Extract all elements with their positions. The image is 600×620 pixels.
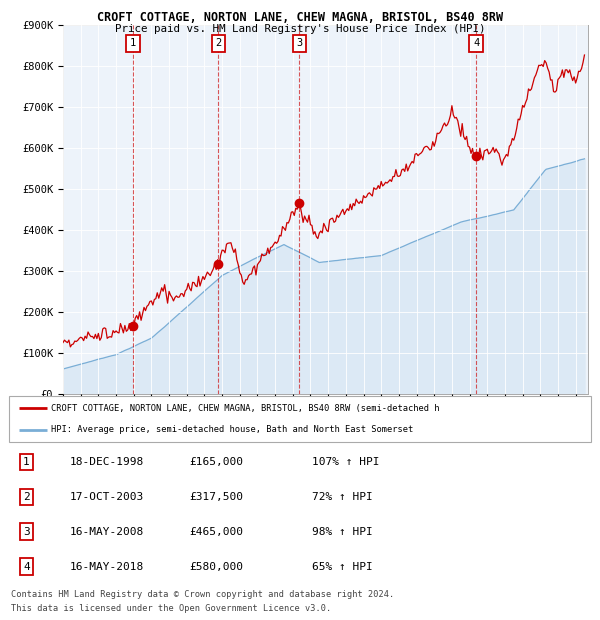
Text: 72% ↑ HPI: 72% ↑ HPI bbox=[311, 492, 373, 502]
FancyBboxPatch shape bbox=[9, 396, 591, 442]
Text: 1: 1 bbox=[130, 38, 136, 48]
Text: 4: 4 bbox=[473, 38, 479, 48]
Text: 18-DEC-1998: 18-DEC-1998 bbox=[70, 457, 145, 467]
Text: CROFT COTTAGE, NORTON LANE, CHEW MAGNA, BRISTOL, BS40 8RW (semi-detached h: CROFT COTTAGE, NORTON LANE, CHEW MAGNA, … bbox=[51, 404, 439, 413]
Text: £580,000: £580,000 bbox=[190, 562, 244, 572]
Text: 17-OCT-2003: 17-OCT-2003 bbox=[70, 492, 145, 502]
Text: Price paid vs. HM Land Registry's House Price Index (HPI): Price paid vs. HM Land Registry's House … bbox=[115, 24, 485, 33]
Text: 3: 3 bbox=[23, 527, 30, 537]
Text: 107% ↑ HPI: 107% ↑ HPI bbox=[311, 457, 379, 467]
Text: 16-MAY-2008: 16-MAY-2008 bbox=[70, 527, 145, 537]
Text: 3: 3 bbox=[296, 38, 302, 48]
Text: CROFT COTTAGE, NORTON LANE, CHEW MAGNA, BRISTOL, BS40 8RW: CROFT COTTAGE, NORTON LANE, CHEW MAGNA, … bbox=[97, 11, 503, 24]
Text: 2: 2 bbox=[215, 38, 221, 48]
Text: 65% ↑ HPI: 65% ↑ HPI bbox=[311, 562, 373, 572]
Text: 16-MAY-2018: 16-MAY-2018 bbox=[70, 562, 145, 572]
Text: HPI: Average price, semi-detached house, Bath and North East Somerset: HPI: Average price, semi-detached house,… bbox=[51, 425, 413, 434]
Text: 4: 4 bbox=[23, 562, 30, 572]
Text: £317,500: £317,500 bbox=[190, 492, 244, 502]
Text: 98% ↑ HPI: 98% ↑ HPI bbox=[311, 527, 373, 537]
Text: Contains HM Land Registry data © Crown copyright and database right 2024.: Contains HM Land Registry data © Crown c… bbox=[11, 590, 394, 600]
Text: £465,000: £465,000 bbox=[190, 527, 244, 537]
Text: 1: 1 bbox=[23, 457, 30, 467]
Text: This data is licensed under the Open Government Licence v3.0.: This data is licensed under the Open Gov… bbox=[11, 604, 331, 613]
Text: 2: 2 bbox=[23, 492, 30, 502]
Text: £165,000: £165,000 bbox=[190, 457, 244, 467]
